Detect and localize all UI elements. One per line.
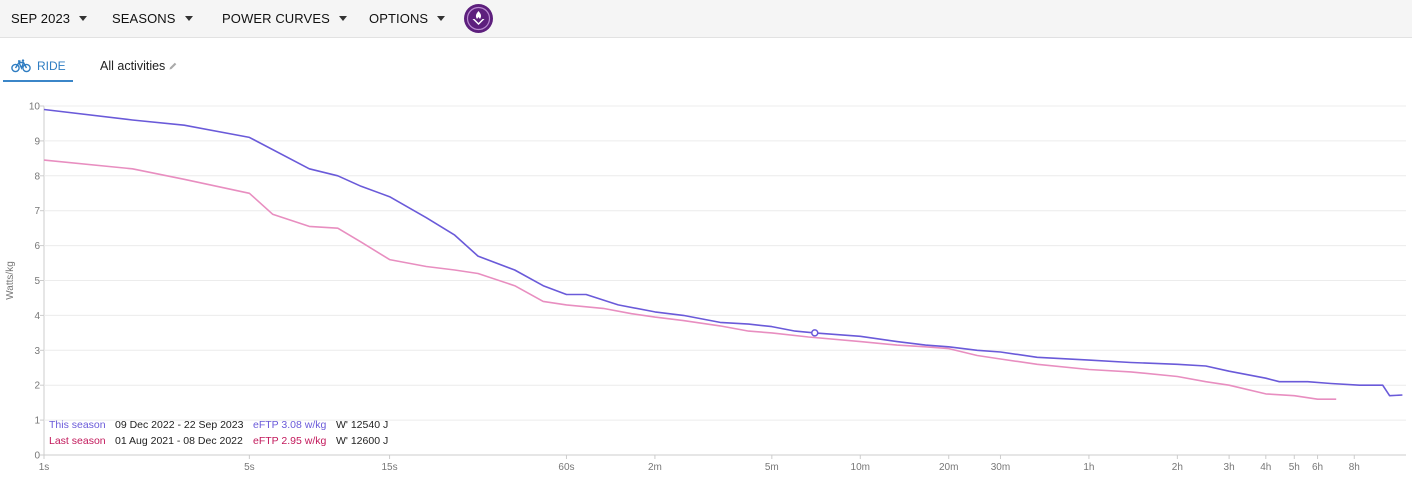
x-tick-label: 2h — [1172, 462, 1183, 473]
pencil-icon[interactable] — [168, 61, 178, 71]
series-line-this-season[interactable] — [43, 108, 1403, 397]
y-axis-label: Watts/kg — [5, 261, 16, 300]
caret-down-icon — [184, 15, 193, 21]
legend-last-season-wprime: W' 12600 J — [336, 435, 388, 447]
caret-down-icon — [437, 15, 446, 21]
legend-this-season-dates: 09 Dec 2022 - 22 Sep 2023 — [115, 419, 244, 431]
app-logo-icon[interactable] — [464, 4, 493, 33]
power-curves-menu[interactable]: POWER CURVES — [222, 0, 347, 36]
y-tick-label: 4 — [34, 311, 40, 322]
tab-ride[interactable]: RIDE — [3, 52, 73, 82]
legend-this-season-name[interactable]: This season — [49, 419, 106, 431]
series-line-last-season[interactable] — [43, 159, 1337, 400]
y-tick-label: 9 — [34, 136, 40, 147]
caret-down-icon — [79, 15, 88, 21]
x-tick-label: 4h — [1260, 462, 1271, 473]
tab-all-activities[interactable]: All activities — [100, 52, 178, 80]
y-tick-label: 8 — [34, 171, 40, 182]
bicycle-icon — [11, 59, 31, 73]
caret-down-icon — [338, 15, 347, 21]
x-tick-label: 5m — [765, 462, 779, 473]
x-tick-label: 8h — [1349, 462, 1360, 473]
month-menu-label: SEP 2023 — [11, 10, 71, 26]
y-tick-label: 1 — [34, 416, 40, 427]
tab-ride-label: RIDE — [37, 59, 66, 73]
hover-point-marker[interactable] — [811, 329, 819, 337]
y-tick-label: 0 — [34, 451, 40, 462]
x-tick-label: 60s — [558, 462, 574, 473]
y-tick-label: 7 — [34, 206, 40, 217]
chart-grid — [43, 105, 1406, 456]
x-tick-label: 30m — [991, 462, 1010, 473]
chart-series — [43, 108, 1403, 400]
x-tick-label: 20m — [939, 462, 958, 473]
options-menu[interactable]: OPTIONS — [369, 0, 446, 36]
top-menu-bar: SEP 2023 SEASONS POWER CURVES OPTIONS — [0, 0, 1412, 38]
y-axis-ticks: 0 1 2 3 4 5 6 7 8 9 10 — [29, 102, 44, 462]
power-curves-menu-label: POWER CURVES — [222, 10, 330, 26]
x-axis-ticks: 1s 5s 15s 60s 2m 5m 10m 20m 30m 1h 2h 3h 4h 5h 6h 8h — [39, 455, 1360, 473]
x-tick-label: 6h — [1312, 462, 1323, 473]
x-tick-label: 15s — [381, 462, 397, 473]
y-tick-label: 3 — [34, 346, 40, 357]
y-tick-label: 10 — [29, 102, 41, 113]
y-tick-label: 2 — [34, 381, 40, 392]
tab-all-activities-label: All activities — [100, 59, 166, 73]
x-tick-label: 10m — [851, 462, 870, 473]
x-tick-label: 1s — [39, 462, 50, 473]
power-curve-chart: 0 1 2 3 4 5 6 7 8 9 10 1s 5s 15s 60s 2m 5m 10m 20m 30m 1h 2h… — [5, 102, 1406, 473]
seasons-menu-label: SEASONS — [112, 10, 176, 26]
month-menu[interactable]: SEP 2023 — [11, 0, 88, 36]
legend-last-season-name[interactable]: Last season — [49, 435, 106, 447]
x-tick-label: 3h — [1224, 462, 1235, 473]
seasons-menu[interactable]: SEASONS — [112, 0, 193, 36]
options-menu-label: OPTIONS — [369, 10, 429, 26]
x-tick-label: 1h — [1083, 462, 1094, 473]
x-tick-label: 5h — [1289, 462, 1300, 473]
x-tick-label: 5s — [244, 462, 255, 473]
legend-last-season-dates: 01 Aug 2021 - 08 Dec 2022 — [115, 435, 243, 447]
chart-legend: This season 09 Dec 2022 - 22 Sep 2023 eF… — [49, 419, 388, 447]
activity-tabs: RIDE All activities — [0, 38, 1412, 86]
legend-this-season-eftp: eFTP 3.08 w/kg — [253, 419, 327, 431]
x-tick-label: 2m — [648, 462, 662, 473]
y-tick-label: 6 — [34, 241, 40, 252]
y-tick-label: 5 — [34, 276, 40, 287]
legend-last-season-eftp: eFTP 2.95 w/kg — [253, 435, 327, 447]
legend-this-season-wprime: W' 12540 J — [336, 419, 388, 431]
